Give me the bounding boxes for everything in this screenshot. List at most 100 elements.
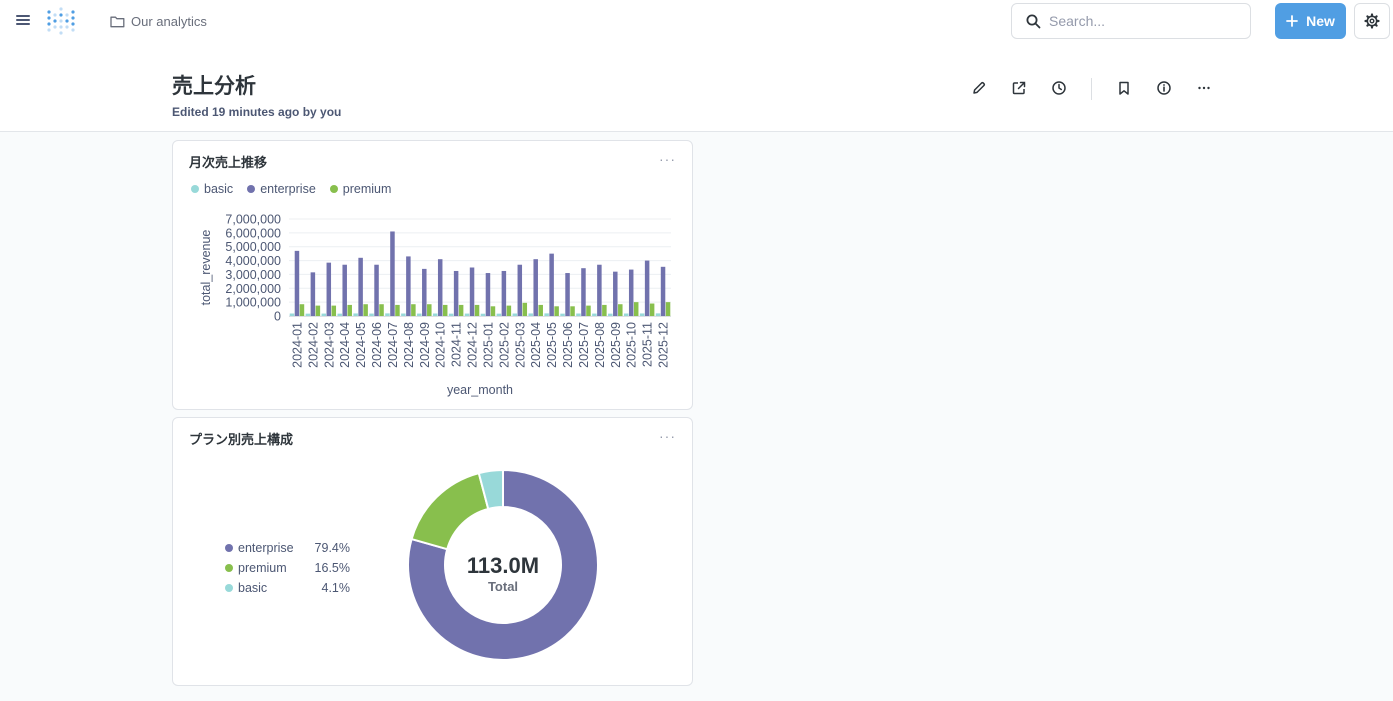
pie-legend-item-premium[interactable]: premium 16.5% [225, 558, 350, 578]
pie-legend-item-enterprise[interactable]: enterprise 79.4% [225, 538, 350, 558]
bar-basic-2024-04[interactable] [337, 313, 342, 316]
pie-legend-item-basic[interactable]: basic 4.1% [225, 578, 350, 598]
bar-premium-2025-08[interactable] [602, 304, 607, 316]
bar-enterprise-2024-12[interactable] [469, 267, 475, 317]
bar-enterprise-2025-06[interactable] [565, 273, 570, 316]
card-title[interactable]: プラン別売上構成 [189, 432, 294, 447]
bar-enterprise-2024-05[interactable] [358, 257, 363, 316]
search-box[interactable] [1011, 3, 1251, 39]
legend-item-premium[interactable]: premium [329, 182, 391, 196]
bar-premium-2025-02[interactable] [506, 305, 512, 316]
bar-basic-2024-01[interactable] [289, 313, 295, 316]
legend-item-enterprise[interactable]: enterprise [247, 182, 316, 196]
bar-premium-2025-01[interactable] [490, 306, 496, 316]
bar-enterprise-2024-11[interactable] [453, 270, 459, 316]
bar-basic-2024-08[interactable] [401, 313, 406, 316]
bar-basic-2024-11[interactable] [448, 313, 454, 316]
bar-basic-2025-09[interactable] [608, 313, 613, 316]
settings-button[interactable] [1354, 3, 1390, 39]
bar-premium-2025-09[interactable] [618, 304, 623, 316]
last-edited-info[interactable]: Edited 19 minutes ago by you [172, 105, 342, 119]
slice-enterprise[interactable] [407, 468, 599, 661]
bar-enterprise-2024-06[interactable] [374, 264, 379, 316]
bar-basic-2025-02[interactable] [496, 313, 502, 316]
bar-premium-2025-10[interactable] [633, 302, 639, 316]
bar-enterprise-2025-04[interactable] [533, 259, 538, 316]
bar-premium-2024-02[interactable] [315, 305, 321, 316]
bookmark-button[interactable] [1114, 78, 1134, 98]
breadcrumb[interactable]: Our analytics [110, 12, 207, 30]
bar-premium-2025-03[interactable] [522, 302, 528, 316]
dashcard-plan-composition[interactable]: プラン別売上構成 ··· enterprise 79.4% premium 16.5… [172, 417, 693, 686]
card-menu-button[interactable]: ··· [659, 428, 676, 444]
bar-enterprise-2025-02[interactable] [501, 270, 507, 316]
bar-enterprise-2024-09[interactable] [422, 268, 427, 316]
bar-premium-2025-07[interactable] [586, 305, 591, 316]
bar-enterprise-2025-10[interactable] [628, 269, 634, 316]
bar-basic-2025-04[interactable] [528, 313, 533, 316]
bar-premium-2024-07[interactable] [395, 304, 400, 316]
bar-enterprise-2025-03[interactable] [517, 264, 523, 316]
bar-enterprise-2024-10[interactable] [437, 259, 443, 316]
metabase-logo-icon[interactable] [46, 5, 76, 37]
history-button[interactable] [1049, 78, 1069, 98]
share-button[interactable] [1009, 78, 1029, 98]
bar-premium-2025-04[interactable] [538, 304, 543, 316]
bar-premium-2025-05[interactable] [554, 306, 559, 316]
bar-enterprise-2024-01[interactable] [294, 250, 300, 316]
bar-enterprise-2025-01[interactable] [485, 273, 491, 316]
bar-basic-2024-06[interactable] [369, 313, 374, 316]
card-menu-button[interactable]: ··· [659, 151, 676, 167]
bar-basic-2024-03[interactable] [321, 313, 327, 316]
bar-premium-2024-05[interactable] [363, 304, 368, 316]
bar-enterprise-2024-04[interactable] [342, 264, 347, 316]
info-button[interactable] [1154, 78, 1174, 98]
bar-enterprise-2024-07[interactable] [390, 231, 395, 316]
bar-basic-2024-05[interactable] [353, 313, 358, 316]
bar-enterprise-2025-12[interactable] [660, 266, 666, 316]
bar-premium-2024-08[interactable] [411, 304, 416, 316]
bar-premium-2025-06[interactable] [570, 306, 575, 316]
bar-basic-2024-02[interactable] [305, 313, 311, 316]
bar-premium-2024-09[interactable] [427, 304, 432, 316]
bar-premium-2025-12[interactable] [665, 302, 671, 316]
bar-basic-2025-11[interactable] [639, 313, 645, 316]
bar-premium-2024-10[interactable] [442, 304, 448, 316]
bar-basic-2025-08[interactable] [592, 313, 597, 316]
bar-premium-2024-01[interactable] [299, 304, 305, 316]
bar-premium-2024-11[interactable] [458, 304, 464, 316]
bar-enterprise-2025-08[interactable] [597, 264, 602, 316]
bar-enterprise-2025-11[interactable] [644, 260, 650, 316]
hamburger-menu-icon[interactable] [16, 13, 32, 27]
slice-premium[interactable] [410, 471, 490, 551]
bar-basic-2024-12[interactable] [464, 313, 470, 316]
bar-premium-2024-03[interactable] [331, 305, 337, 316]
legend-item-basic[interactable]: basic [191, 182, 233, 196]
search-input[interactable] [1049, 13, 1229, 29]
bar-enterprise-2024-02[interactable] [310, 272, 316, 316]
card-title[interactable]: 月次売上推移 [189, 155, 268, 170]
bar-basic-2025-10[interactable] [623, 313, 629, 316]
slice-basic[interactable] [477, 468, 504, 511]
bar-enterprise-2025-09[interactable] [613, 271, 618, 316]
bar-basic-2025-07[interactable] [576, 313, 581, 316]
bar-premium-2025-11[interactable] [649, 303, 655, 316]
bar-enterprise-2024-08[interactable] [406, 256, 411, 316]
bar-basic-2025-03[interactable] [512, 313, 518, 316]
dashcard-monthly-revenue[interactable]: 月次売上推移 ··· basic enterprise premium 0 1,0… [172, 140, 693, 410]
bar-basic-2025-01[interactable] [480, 313, 486, 316]
bar-premium-2024-06[interactable] [379, 304, 384, 316]
page-title[interactable]: 売上分析 [172, 75, 256, 98]
bar-premium-2024-12[interactable] [474, 304, 480, 316]
edit-button[interactable] [969, 78, 989, 98]
bar-basic-2024-07[interactable] [385, 313, 390, 316]
bar-premium-2024-04[interactable] [347, 304, 352, 316]
bar-enterprise-2025-05[interactable] [549, 253, 554, 316]
bar-basic-2024-10[interactable] [432, 313, 438, 316]
bar-basic-2025-05[interactable] [544, 313, 549, 316]
new-button[interactable]: New [1275, 3, 1346, 39]
bar-enterprise-2024-03[interactable] [326, 262, 332, 316]
bar-basic-2025-06[interactable] [560, 313, 565, 316]
bar-enterprise-2025-07[interactable] [581, 268, 586, 316]
bar-basic-2024-09[interactable] [417, 313, 422, 316]
